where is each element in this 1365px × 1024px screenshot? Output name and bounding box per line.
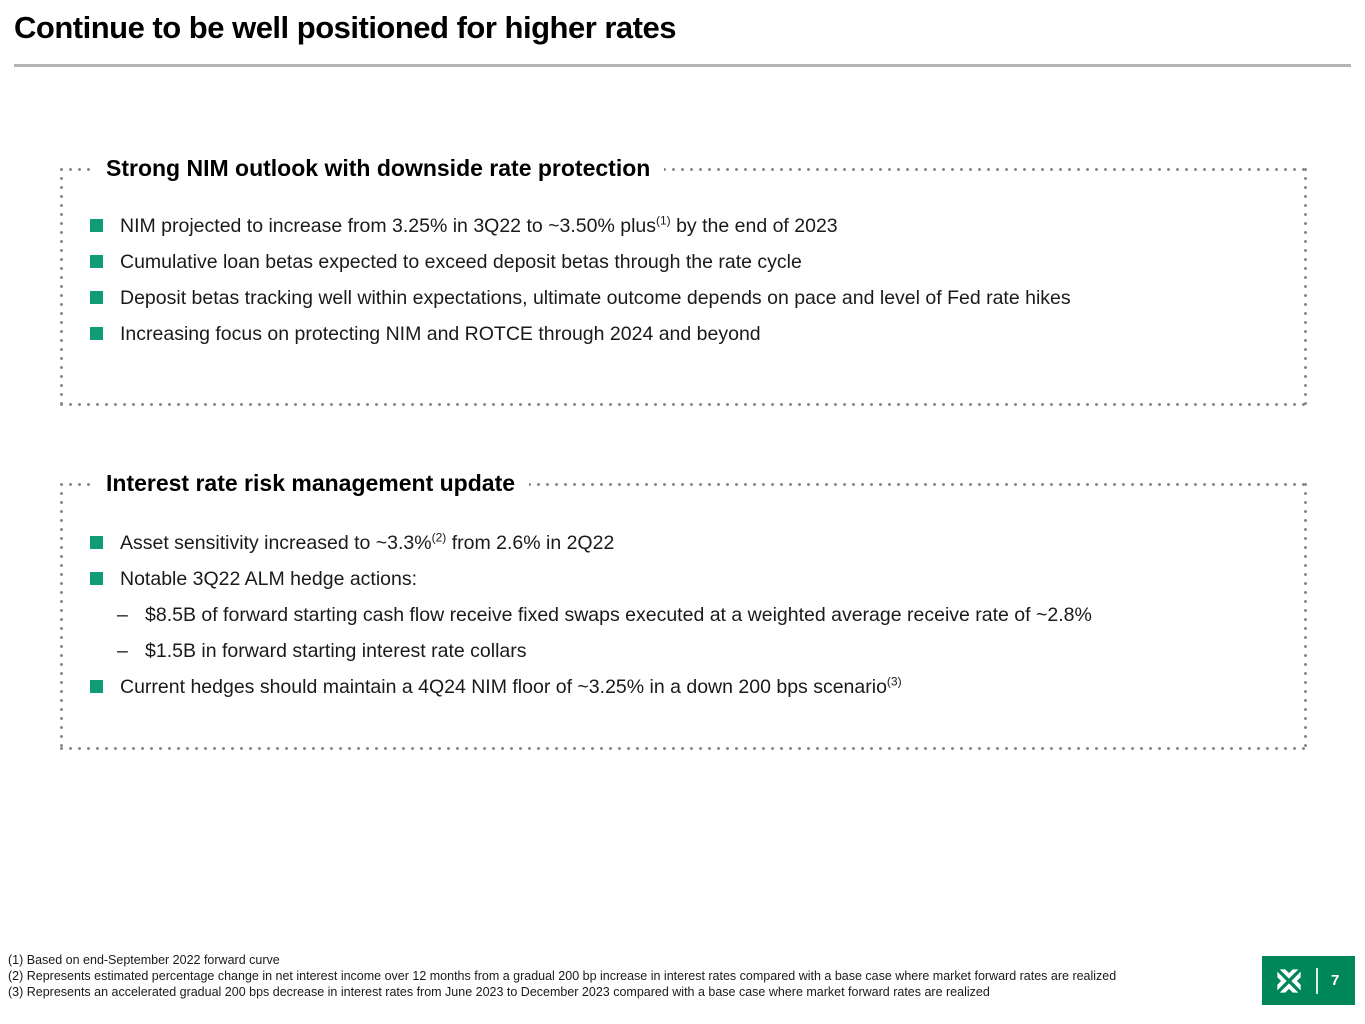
- footnote-ref: (2): [431, 530, 447, 545]
- bullet-text: Deposit betas tracking well within expec…: [120, 286, 1071, 310]
- bullet-text-pre: Increasing focus on protecting NIM and R…: [120, 323, 761, 345]
- bullet-item: Cumulative loan betas expected to exceed…: [60, 250, 1307, 274]
- sub-bullet-item: – $1.5B in forward starting interest rat…: [60, 639, 1307, 663]
- bullet-text-pre: Asset sensitivity increased to ~3.3%: [120, 532, 432, 554]
- footnote-ref: (3): [886, 674, 902, 689]
- bullet-text: Cumulative loan betas expected to exceed…: [120, 250, 802, 274]
- square-bullet-icon: [90, 291, 103, 304]
- bullet-text: Increasing focus on protecting NIM and R…: [120, 322, 761, 346]
- slide-title: Continue to be well positioned for highe…: [14, 10, 676, 45]
- logo-separator: [1316, 967, 1318, 994]
- interest-rate-risk-box: Interest rate risk management update Ass…: [60, 468, 1307, 750]
- square-bullet-icon: [90, 255, 103, 268]
- bullet-text-post: by the end of 2023: [670, 215, 838, 237]
- footnote-ref: (1): [656, 213, 671, 228]
- bullet-text-pre: Deposit betas tracking well within expec…: [120, 287, 1071, 309]
- bullet-item: Deposit betas tracking well within expec…: [60, 286, 1307, 310]
- footnote-line: (1) Based on end-September 2022 forward …: [8, 953, 280, 967]
- bullet-text: Notable 3Q22 ALM hedge actions:: [120, 567, 417, 591]
- square-bullet-icon: [90, 536, 103, 549]
- footnote-line: (2) Represents estimated percentage chan…: [8, 969, 1117, 983]
- dash-bullet-icon: –: [117, 604, 128, 626]
- bullet-text-pre: NIM projected to increase from 3.25% in …: [120, 215, 656, 237]
- bullet-text-pre: Cumulative loan betas expected to exceed…: [120, 251, 802, 273]
- bullet-text-pre: Current hedges should maintain a 4Q24 NI…: [120, 676, 887, 698]
- sub-bullet-text: $1.5B in forward starting interest rate …: [145, 640, 527, 662]
- interest-rate-risk-box-header: Interest rate risk management update: [92, 468, 530, 498]
- interest-rate-risk-bullet-list: Asset sensitivity increased to ~3.3%(2) …: [60, 483, 1307, 699]
- bullet-text: Current hedges should maintain a 4Q24 NI…: [120, 675, 902, 699]
- footnote-line: (3) Represents an accelerated gradual 20…: [8, 985, 990, 999]
- bullet-item: NIM projected to increase from 3.25% in …: [60, 214, 1307, 238]
- bullet-item: Current hedges should maintain a 4Q24 NI…: [60, 675, 1307, 699]
- footnotes: (1) Based on end-September 2022 forward …: [8, 952, 1116, 1000]
- dash-bullet-icon: –: [117, 640, 128, 662]
- square-bullet-icon: [90, 327, 103, 340]
- nim-outlook-box: Strong NIM outlook with downside rate pr…: [60, 153, 1307, 406]
- bullet-text: Asset sensitivity increased to ~3.3%(2) …: [120, 531, 614, 555]
- square-bullet-icon: [90, 680, 103, 693]
- nim-outlook-bullet-list: NIM projected to increase from 3.25% in …: [60, 168, 1307, 346]
- square-bullet-icon: [90, 572, 103, 585]
- bullet-item: Notable 3Q22 ALM hedge actions:: [60, 567, 1307, 591]
- sub-bullet-text: $8.5B of forward starting cash flow rece…: [145, 604, 1092, 626]
- bullet-text: NIM projected to increase from 3.25% in …: [120, 214, 838, 238]
- sub-bullet-item: – $8.5B of forward starting cash flow re…: [60, 603, 1307, 627]
- brand-logo-plate: 7: [1262, 956, 1355, 1005]
- nim-outlook-box-header: Strong NIM outlook with downside rate pr…: [92, 153, 665, 183]
- page-number: 7: [1331, 972, 1340, 989]
- bullet-text-post: from 2.6% in 2Q22: [446, 532, 615, 554]
- square-bullet-icon: [90, 219, 103, 232]
- bullet-text-pre: Notable 3Q22 ALM hedge actions:: [120, 568, 418, 590]
- bullet-item: Increasing focus on protecting NIM and R…: [60, 322, 1307, 346]
- title-divider: [14, 64, 1351, 67]
- citizens-pinwheel-icon: [1277, 968, 1301, 993]
- bullet-item: Asset sensitivity increased to ~3.3%(2) …: [60, 531, 1307, 555]
